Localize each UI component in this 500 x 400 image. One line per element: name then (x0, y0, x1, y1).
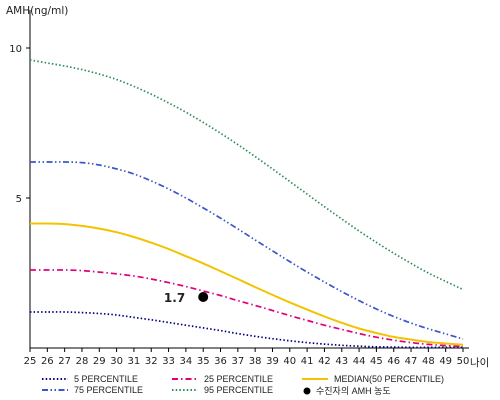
legend-swatch (172, 389, 198, 391)
x-tick-label: 36 (214, 356, 227, 367)
x-tick-label: 28 (76, 356, 89, 367)
series-line-median-50-percentile (29, 222, 464, 346)
x-axis-title: 나이 (470, 357, 489, 369)
legend-swatch (303, 387, 311, 395)
x-tick-label: 46 (387, 356, 400, 367)
x-tick-label: 34 (180, 356, 193, 367)
legend-swatch (42, 389, 68, 391)
amh-chart: AMH(ng/ml) 나이 5 10 25 26 27 28 29 30 31 32 33 34 35… (6, 5, 489, 369)
x-tick-label: 44 (353, 356, 366, 367)
x-tick-label: 32 (145, 356, 158, 367)
marker-layer: 1.7 (164, 291, 209, 305)
x-tick-label: 42 (318, 356, 331, 367)
series-line-95-percentile (29, 59, 464, 291)
patient-amh-value-label: 1.7 (164, 291, 185, 305)
legend-label: 25 PERCENTILE (204, 374, 274, 384)
legend-label: MEDIAN(50 PERCENTILE) (334, 374, 445, 384)
x-tick-label: 43 (335, 356, 348, 367)
x-tick-label: 33 (162, 356, 175, 367)
x-tick-label: 26 (41, 356, 54, 367)
patient-amh-marker (198, 292, 209, 302)
x-tick-label: 47 (405, 356, 418, 367)
y-ticks: 5 10 (9, 44, 30, 205)
legend-swatch (42, 378, 68, 380)
x-tick-label: 50 (457, 356, 470, 367)
x-tick-label: 37 (231, 356, 244, 367)
y-tick-label: 5 (16, 194, 22, 205)
x-tick-label: 30 (110, 356, 123, 367)
legend: 5 PERCENTILE 25 PERCENTILE MEDIAN(50 PERCE… (0, 370, 500, 400)
legend-swatch (172, 378, 198, 380)
series-line-25-percentile (30, 269, 464, 348)
x-tick-label: 45 (370, 356, 383, 367)
x-tick-label: 41 (301, 356, 314, 367)
x-tick-label: 40 (283, 356, 296, 367)
x-ticks: 25 26 27 28 29 30 31 32 33 34 35 36 37 38 39 40 41 42 43 44… (24, 348, 470, 367)
axes (29, 10, 469, 349)
series-line-75-percentile (30, 161, 464, 340)
x-tick-label: 38 (249, 356, 262, 367)
x-tick-label: 39 (266, 356, 279, 367)
legend-label: 5 PERCENTILE (74, 374, 139, 384)
series-layer (29, 59, 464, 349)
legend-label: 95 PERCENTILE (204, 385, 274, 395)
y-tick-label: 10 (9, 44, 22, 55)
legend-label: 수진자의 AMH 농도 (316, 386, 391, 396)
x-tick-label: 48 (422, 356, 435, 367)
legend-swatch (302, 378, 328, 380)
y-axis-title: AMH(ng/ml) (6, 5, 68, 17)
x-tick-label: 29 (93, 356, 106, 367)
x-tick-label: 35 (197, 356, 210, 367)
x-tick-label: 25 (24, 356, 37, 367)
legend-label: 75 PERCENTILE (74, 385, 144, 395)
x-tick-label: 31 (128, 356, 141, 367)
series-line-5-percentile (29, 311, 463, 349)
x-tick-label: 27 (58, 356, 71, 367)
x-tick-label: 49 (439, 356, 452, 367)
